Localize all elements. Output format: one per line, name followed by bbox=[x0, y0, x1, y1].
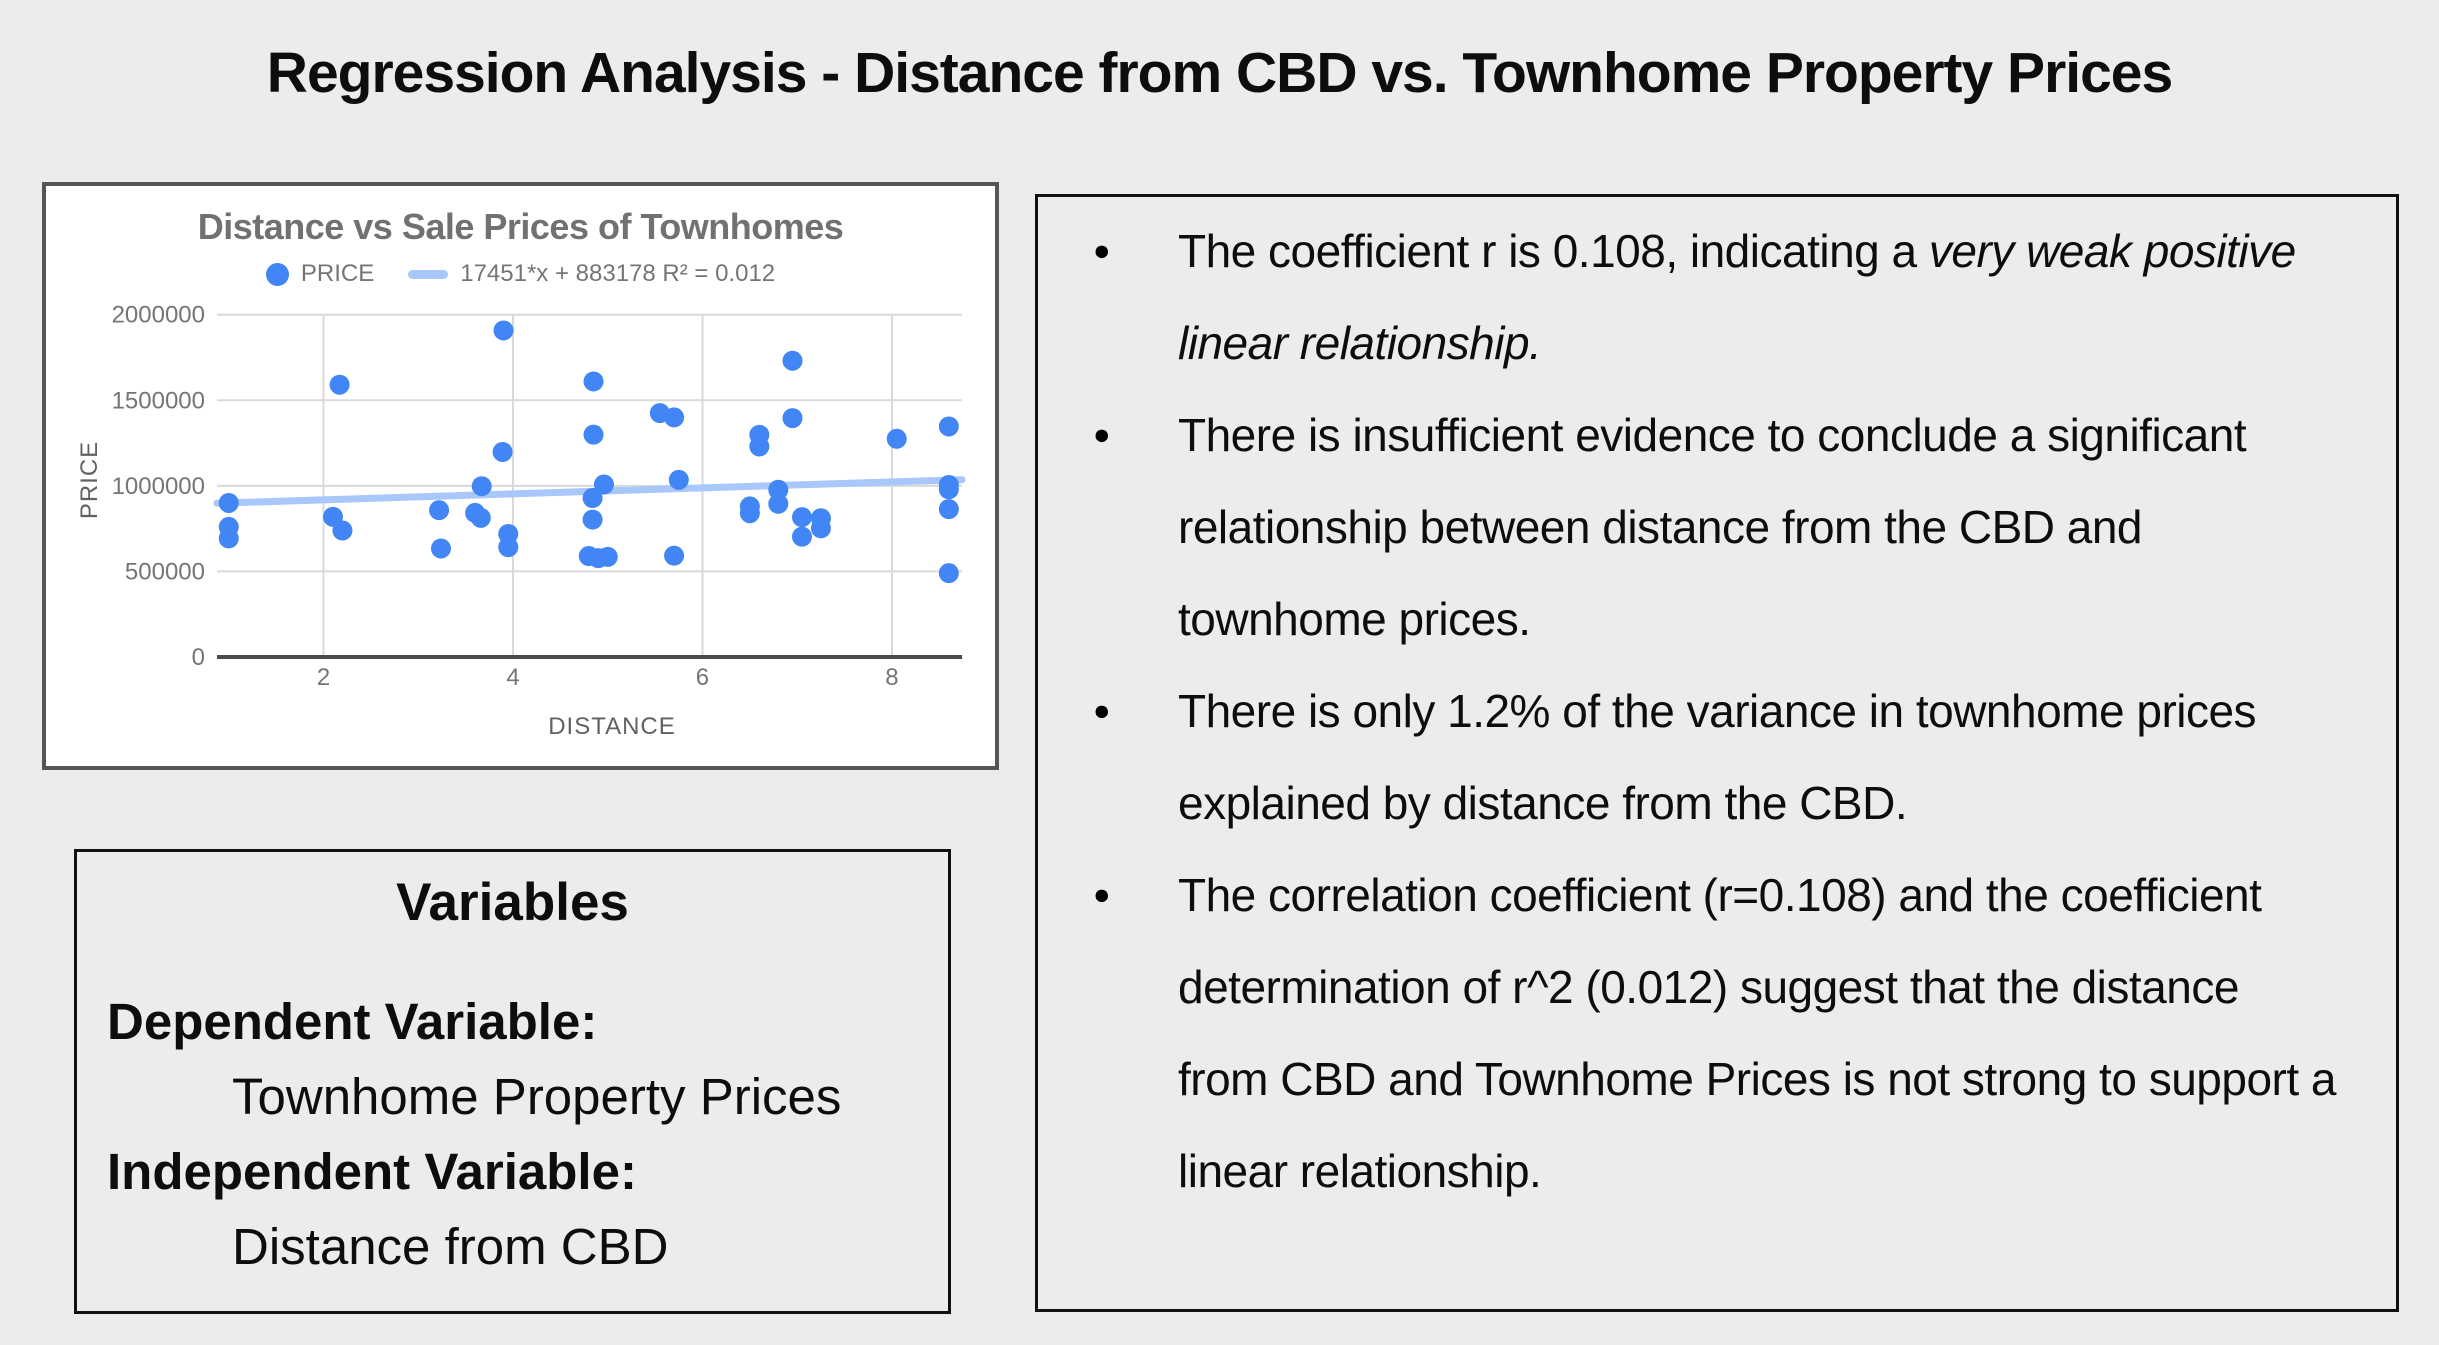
bullet-item: ● The coefficient r is 0.108, indicating … bbox=[1038, 205, 2336, 389]
x-tick-label: 2 bbox=[317, 664, 330, 691]
scatter-plot: 2 4 6 8 0 500000 1000000 1500000 2000000 PRICE D… bbox=[76, 302, 966, 740]
scatter-point bbox=[582, 488, 603, 509]
y-tick-label: 0 bbox=[192, 644, 205, 671]
scatter-point bbox=[782, 408, 803, 429]
bullet-item: ● The correlation coefficient (r=0.108) a… bbox=[1038, 849, 2337, 1217]
scatter-point bbox=[791, 507, 812, 528]
scatter-point bbox=[593, 474, 614, 495]
scatter-point bbox=[492, 441, 513, 462]
scatter-point bbox=[498, 537, 519, 558]
dependent-variable-label: Dependent Variable: bbox=[107, 993, 598, 1050]
legend-item-trendline: 17451*x + 883178 R² = 0.012 bbox=[408, 260, 775, 288]
bullet-icon: ● bbox=[1093, 235, 1111, 267]
y-tick-label: 500000 bbox=[125, 558, 205, 585]
scatter-point bbox=[791, 526, 812, 547]
legend-price-label: PRICE bbox=[300, 260, 375, 287]
scatter-points bbox=[218, 320, 959, 584]
legend-trendline-dash-icon bbox=[408, 269, 449, 279]
scatter-point bbox=[938, 416, 959, 437]
variables-list: Dependent Variable: Townhome Property Pr… bbox=[107, 984, 918, 1284]
scatter-point bbox=[329, 374, 350, 395]
y-tick-label: 1000000 bbox=[112, 473, 205, 500]
scatter-point bbox=[668, 469, 689, 490]
scatter-point bbox=[810, 518, 831, 539]
legend-item-price: PRICE bbox=[265, 260, 375, 288]
scatter-point bbox=[470, 507, 491, 528]
variables-title: Variables bbox=[396, 873, 629, 932]
bullet-item: ● There is insufficient evidence to concl… bbox=[1038, 389, 2336, 665]
analysis-panel: ● The coefficient r is 0.108, indicating … bbox=[1035, 194, 2399, 1312]
dependent-variable-value: Townhome Property Prices bbox=[232, 1068, 842, 1125]
scatter-point bbox=[583, 371, 604, 392]
x-tick-label: 4 bbox=[506, 664, 519, 691]
bullet-item: ● There is only 1.2% of the variance in t… bbox=[1038, 665, 2336, 849]
scatter-point bbox=[739, 503, 760, 524]
scatter-point bbox=[749, 436, 770, 457]
bullet-text: There is only 1.2% of the variance in to… bbox=[1178, 685, 2257, 829]
scatter-point bbox=[886, 428, 907, 449]
x-tick-label: 6 bbox=[696, 664, 709, 691]
y-tick-label: 2000000 bbox=[112, 302, 205, 329]
scatter-point bbox=[218, 492, 239, 513]
plot-tick-labels: 2 4 6 8 0 500000 1000000 1500000 2000000 bbox=[112, 302, 899, 691]
scatter-point bbox=[493, 320, 514, 341]
bullet-text: The correlation coefficient (r=0.108) an… bbox=[1178, 869, 2337, 1197]
plot-gridlines bbox=[217, 313, 963, 659]
scatter-point bbox=[582, 509, 603, 530]
chart-legend: PRICE 17451*x + 883178 R² = 0.012 bbox=[46, 260, 995, 288]
scatter-point bbox=[429, 500, 450, 521]
scatter-point bbox=[938, 499, 959, 520]
y-tick-label: 1500000 bbox=[112, 387, 205, 414]
bullet-list: ● The coefficient r is 0.108, indicating … bbox=[1038, 205, 2337, 1217]
scatter-point bbox=[768, 479, 789, 500]
bullet-icon: ● bbox=[1093, 695, 1111, 727]
scatter-point bbox=[430, 538, 451, 559]
legend-price-dot-icon bbox=[265, 262, 289, 286]
independent-variable-value: Distance from CBD bbox=[232, 1218, 669, 1275]
scatter-point bbox=[597, 546, 618, 567]
scatter-point bbox=[332, 520, 353, 541]
x-tick-label: 8 bbox=[885, 664, 898, 691]
scatter-point bbox=[471, 476, 492, 497]
independent-variable-label: Independent Variable: bbox=[107, 1143, 637, 1200]
chart-title: Distance vs Sale Prices of Townhomes bbox=[197, 206, 844, 247]
scatter-point bbox=[664, 407, 685, 428]
variables-panel: Variables Dependent Variable: Townhome P… bbox=[74, 849, 951, 1314]
scatter-point bbox=[938, 563, 959, 584]
scatter-point bbox=[782, 350, 803, 371]
bullet-icon: ● bbox=[1093, 419, 1111, 451]
chart-panel: Distance vs Sale Prices of Townhomes PRI… bbox=[42, 182, 999, 770]
bullet-text: The coefficient r is 0.108, indicating a… bbox=[1178, 225, 2296, 369]
scatter-point bbox=[768, 493, 789, 514]
x-axis-title: DISTANCE bbox=[548, 713, 676, 740]
y-axis-title: PRICE bbox=[76, 441, 103, 519]
legend-trendline-label: 17451*x + 883178 R² = 0.012 bbox=[460, 260, 776, 287]
scatter-point bbox=[938, 479, 959, 500]
bullet-icon: ● bbox=[1093, 879, 1111, 911]
page-title: Regression Analysis - Distance from CBD … bbox=[266, 41, 2173, 105]
scatter-point bbox=[664, 545, 685, 566]
bullet-text: There is insufficient evidence to conclu… bbox=[1178, 409, 2247, 645]
scatter-point bbox=[218, 528, 239, 549]
scatter-point bbox=[583, 424, 604, 445]
